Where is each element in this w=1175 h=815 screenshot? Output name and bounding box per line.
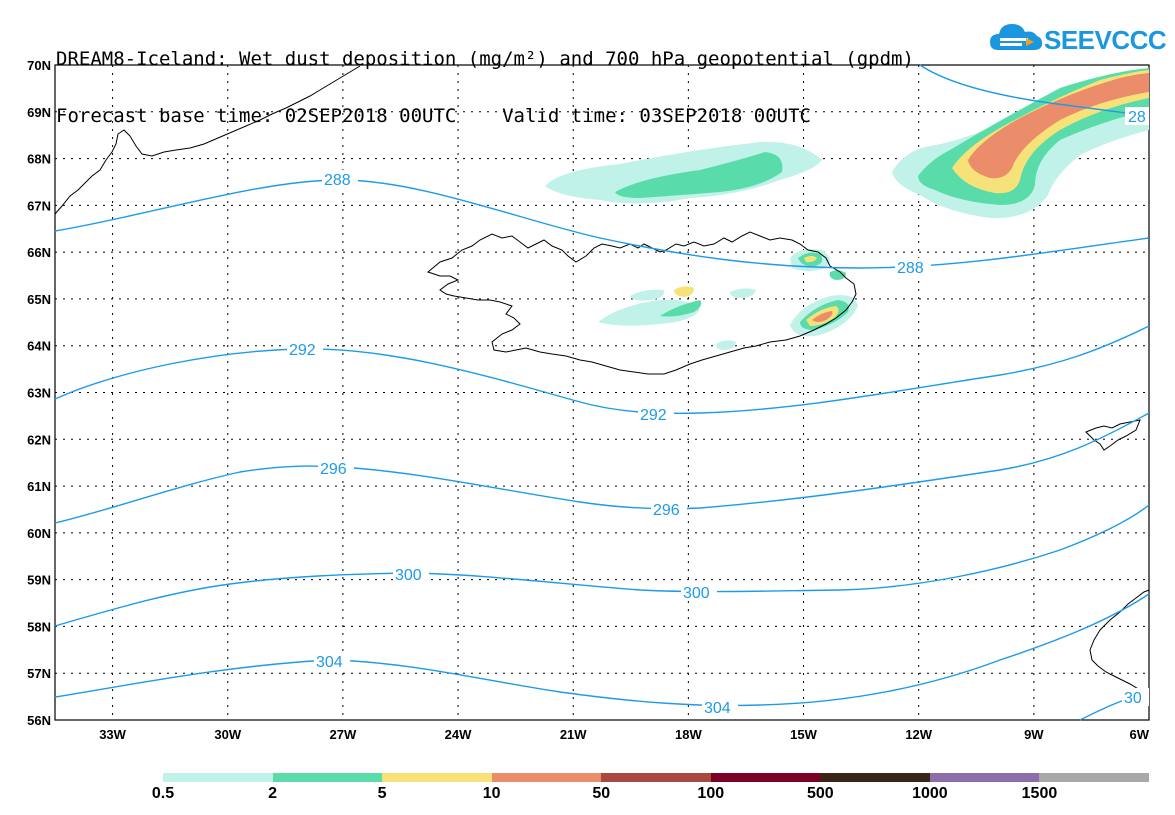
dust-central-iceland-light-3: [730, 288, 756, 298]
legend-swatch: [272, 773, 383, 782]
latitude-label: 58N: [27, 619, 51, 634]
legend-label: 100: [697, 785, 725, 802]
latitude-label: 63N: [27, 386, 51, 401]
latitude-label: 69N: [27, 105, 51, 120]
legend-swatch: [820, 773, 931, 782]
contour-label: 292: [289, 342, 316, 359]
legend-swatch: [1039, 773, 1150, 782]
latitude-label: 60N: [27, 526, 51, 541]
legend-swatch: [601, 773, 712, 782]
longitude-label: 15W: [790, 727, 817, 742]
contour-304: [54, 593, 1150, 707]
contour-label: 300: [395, 567, 422, 584]
title-line-2: Forecast base time: 02SEP2018 00UTC Vali…: [56, 105, 811, 127]
longitude-label: 9W: [1024, 727, 1044, 742]
dust-central-iceland-light: [598, 299, 700, 326]
latitude-label: 70N: [27, 58, 51, 73]
legend-swatch: [710, 773, 821, 782]
contour-300: [54, 504, 1150, 627]
dust-east-coast-medium: [829, 270, 846, 280]
longitude-label: 27W: [330, 727, 357, 742]
dust-central-iceland-light-2: [630, 289, 665, 301]
contour-labels: 288 288 28 292 292 296 296 300 300 304 3…: [287, 107, 1149, 717]
longitude-label: 12W: [905, 727, 932, 742]
dust-central-iceland-yellow: [674, 286, 694, 297]
latitude-label: 67N: [27, 198, 51, 213]
dust-plume-north-medium: [615, 152, 783, 198]
contour-label: 30: [1124, 690, 1142, 707]
longitude-label: 33W: [99, 727, 126, 742]
scotland-coastline: [1089, 589, 1150, 702]
contour-label: 304: [316, 654, 343, 671]
legend-label: 0.5: [151, 785, 175, 802]
color-legend: [163, 773, 1150, 782]
geopotential-contours: [54, 64, 1150, 721]
coastlines: [54, 65, 1150, 702]
legend-label: 1500: [1021, 785, 1058, 802]
contour-288-northeast: [919, 64, 1150, 117]
cloud-icon: [990, 24, 1043, 50]
longitude-label: 24W: [445, 727, 472, 742]
seevccc-logo: SEEVCCC: [988, 18, 1167, 58]
contour-label: 288: [324, 172, 351, 189]
iceland-coastline: [426, 231, 857, 375]
dust-central-iceland-medium: [660, 300, 702, 317]
dust-plume-northeast-orange: [968, 73, 1149, 179]
contour-288: [54, 179, 1150, 269]
legend-swatch: [382, 773, 493, 782]
contour-label: 304: [704, 700, 731, 717]
legend-label: 2: [268, 785, 277, 802]
contour-label: 288: [897, 260, 924, 277]
longitude-labels: 33W 30W 27W 24W 21W 18W 15W 12W 9W 6W: [99, 727, 1150, 742]
legend-label: 5: [377, 785, 387, 802]
title-line-1: DREAM8-Iceland: Wet dust deposition (mg/…: [56, 48, 914, 70]
legend-swatch: [491, 773, 602, 782]
latitude-label: 64N: [27, 339, 51, 354]
contour-label: 296: [320, 461, 347, 478]
logo-text: SEEVCCC: [1044, 25, 1167, 55]
legend-label: 10: [482, 785, 501, 802]
map-title: DREAM8-Iceland: Wet dust deposition (mg/…: [56, 12, 914, 145]
dust-deposition-field: [545, 68, 1149, 350]
legend-swatch: [929, 773, 1040, 782]
contour-label: 292: [640, 407, 667, 424]
greenland-coastline: [54, 65, 361, 215]
legend-label: 1000: [912, 785, 948, 802]
dust-east-iceland-orange: [812, 311, 833, 322]
latitude-label: 59N: [27, 573, 51, 588]
graticule: [54, 64, 1150, 721]
latitude-label: 57N: [27, 666, 51, 681]
longitude-label: 6W: [1130, 727, 1150, 742]
latitude-label: 61N: [27, 479, 51, 494]
longitude-label: 30W: [214, 727, 241, 742]
contour-label: 300: [683, 585, 710, 602]
legend-label: 50: [592, 785, 611, 802]
dust-south-iceland-light: [716, 340, 736, 350]
contour-label: 296: [653, 502, 680, 519]
contour-label: 28: [1128, 109, 1146, 126]
legend-swatch: [163, 773, 273, 782]
latitude-label: 56N: [27, 713, 51, 728]
latitude-label: 62N: [27, 432, 51, 447]
longitude-label: 18W: [675, 727, 702, 742]
contour-292: [54, 325, 1150, 414]
dust-northeast-iceland-yellow: [804, 256, 817, 263]
faroe-islands-coastline: [1085, 419, 1141, 451]
latitude-label: 66N: [27, 245, 51, 260]
legend-label: 500: [806, 785, 834, 802]
contour-296: [54, 412, 1150, 524]
latitude-label: 65N: [27, 292, 51, 307]
longitude-label: 21W: [560, 727, 587, 742]
latitude-label: 68N: [27, 152, 51, 167]
latitude-labels: 70N 69N 68N 67N 66N 65N 64N 63N 62N 61N 60N 59N 58N 5…: [27, 58, 51, 728]
